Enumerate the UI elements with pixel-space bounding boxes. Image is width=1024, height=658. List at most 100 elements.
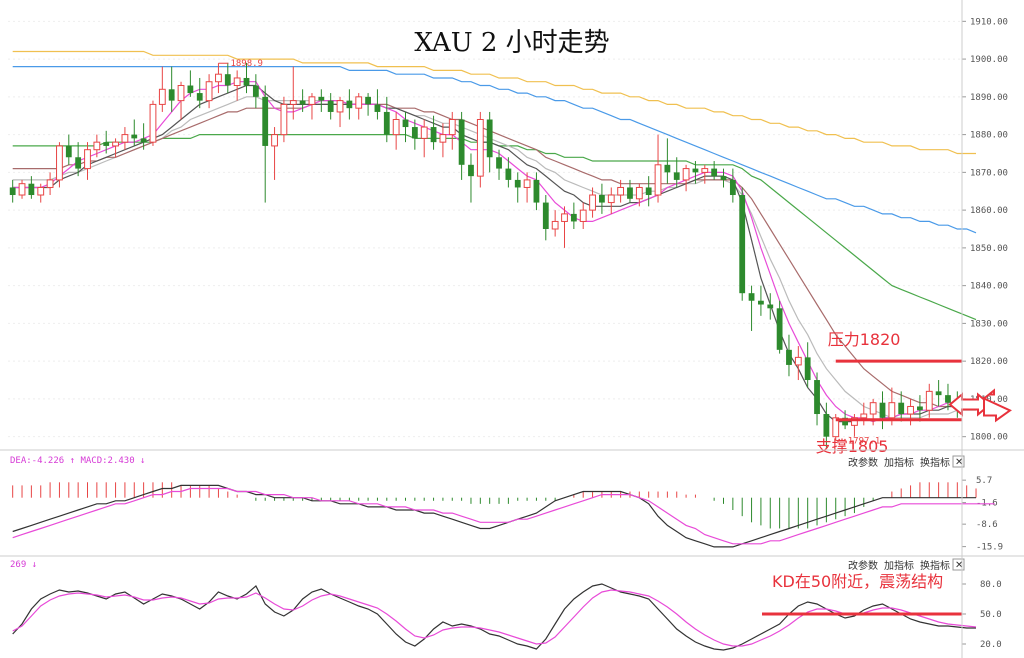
candle-body (898, 402, 905, 415)
candle-body (945, 395, 951, 403)
price-panel: 1910.00 1900.00 1890.00 1880.00 1870.00 1860.… (8, 17, 1012, 456)
candle-body (355, 96, 363, 109)
candle-body (458, 119, 465, 165)
candle-body (205, 81, 213, 102)
candle-body (448, 119, 456, 136)
candle-body (758, 300, 764, 305)
candle-body (589, 194, 596, 211)
candle-body (542, 202, 549, 229)
y-tick-label: 50.0 (980, 610, 1002, 620)
macd-header: DEA:-4.226 ↑ MACD:2.430 ↓ (10, 456, 145, 466)
candle-body (280, 103, 288, 136)
candle-body (617, 186, 625, 196)
candle-body (486, 119, 493, 158)
candle-body (635, 186, 643, 200)
candle-body (814, 380, 820, 415)
candle-body (392, 119, 400, 136)
high-label: 1898.9 (230, 59, 263, 69)
indicator-control-button[interactable]: 加指标 (884, 456, 914, 469)
candle-body (869, 402, 877, 415)
candle-body (673, 172, 680, 180)
candle-body (299, 100, 306, 105)
candle-body (720, 176, 727, 180)
indicator-control-button[interactable]: 加指标 (884, 559, 914, 572)
y-tick-label: 1880.00 (970, 131, 1008, 141)
y-tick-label: -15.9 (976, 543, 1003, 553)
candle-body (262, 96, 269, 146)
y-tick-label: 1870.00 (970, 168, 1008, 178)
candle-body (533, 179, 540, 203)
candle-body (729, 179, 736, 196)
resistance-label: 压力1820 (828, 330, 901, 349)
kd-panel: 269 ↓ 改参数 加指标 换指标 ✕ 80.0 50.0 20.0 KD在50附近，震荡结构 (10, 558, 1002, 651)
candle-body (140, 138, 147, 143)
dea-line (12, 487, 995, 545)
k-line (12, 583, 976, 651)
candle-body (243, 77, 250, 86)
ma-line (12, 50, 976, 155)
candle-body (664, 164, 671, 173)
y-tick-label: 1820.00 (970, 357, 1008, 367)
candle-body (505, 168, 512, 180)
candle-body (177, 85, 185, 102)
candle-body (682, 168, 690, 181)
indicator-control-button[interactable]: 改参数 (848, 559, 878, 572)
candle-body (402, 119, 409, 128)
candle-body (112, 141, 119, 147)
candle-body (233, 77, 241, 87)
candle-body (786, 349, 792, 365)
candle-body (420, 126, 428, 139)
range-arrow-icon (983, 388, 1012, 423)
candle-body (935, 391, 942, 396)
y-tick-label: 1850.00 (970, 244, 1008, 254)
ma-line (12, 66, 977, 234)
candle-body (860, 413, 868, 419)
candle-body (627, 187, 633, 199)
candle-body (514, 179, 521, 188)
kd-header: 269 ↓ (10, 560, 37, 570)
y-tick-label: -8.6 (976, 520, 998, 530)
candle-body (46, 179, 54, 188)
kd-annotation: KD在50附近，震荡结构 (772, 572, 943, 591)
candle-body (551, 220, 559, 230)
macd-panel: DEA:-4.226 ↑ MACD:2.430 ↓ 改参数 加指标 换指标 ✕ 5.7 -1… (10, 455, 1003, 553)
ma-line (12, 84, 976, 423)
ma-line (12, 81, 976, 423)
candle-body (224, 74, 231, 86)
candle-body (701, 168, 709, 173)
candle-body (365, 96, 371, 105)
candle-body (776, 308, 783, 350)
candle-body (411, 127, 418, 139)
candle-body (804, 357, 811, 381)
candle-body (187, 85, 194, 94)
candle-body (430, 127, 437, 143)
d-line (12, 589, 977, 647)
indicator-control-button[interactable]: 改参数 (848, 456, 878, 469)
close-icon[interactable]: ✕ (955, 457, 963, 468)
candle-body (271, 134, 278, 147)
ma-line (12, 96, 976, 419)
candle-body (383, 111, 390, 135)
candle-body (888, 402, 896, 419)
candle-body (439, 134, 447, 143)
candle-body (9, 187, 16, 196)
close-icon[interactable]: ✕ (955, 560, 963, 571)
y-tick-label: 80.0 (980, 580, 1002, 590)
candle-body (739, 195, 746, 294)
candle-body (879, 402, 886, 418)
candle-body (476, 119, 484, 177)
ma-line (12, 134, 977, 321)
candle-body (917, 406, 923, 411)
candle-body (308, 96, 316, 105)
candle-body (374, 104, 381, 112)
indicator-control-button[interactable]: 换指标 (920, 456, 950, 469)
candle-body (925, 390, 933, 411)
indicator-control-button[interactable]: 换指标 (920, 559, 950, 572)
dif-line (12, 484, 976, 548)
candle-body (131, 134, 138, 139)
y-tick-label: 1830.00 (970, 319, 1008, 329)
candle-body (654, 164, 662, 196)
candle-body (496, 157, 502, 169)
candle-body (215, 73, 222, 83)
